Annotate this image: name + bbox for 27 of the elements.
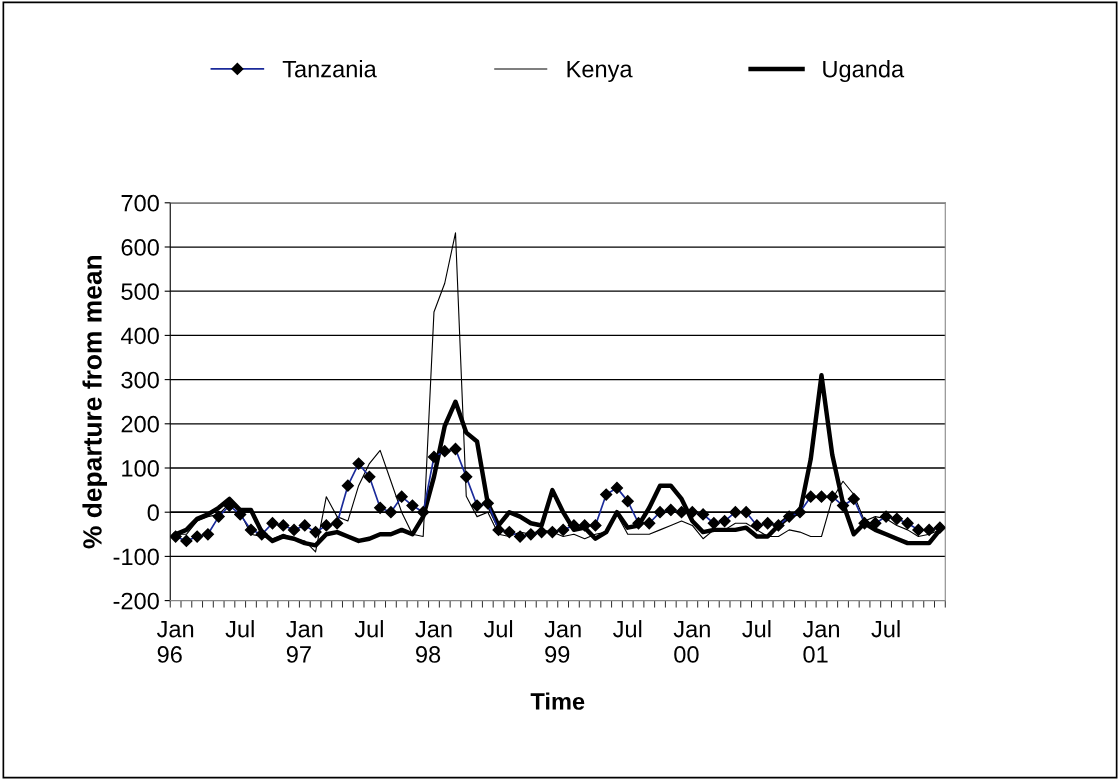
y-tick-label: 300	[121, 371, 159, 389]
x-tick-label: Jan 00	[673, 620, 710, 663]
y-tick-label: 400	[120, 327, 159, 345]
x-tick-label: Jul	[871, 620, 900, 638]
y-tick-label: 100	[122, 460, 159, 477]
y-tick-label: 0	[147, 504, 159, 521]
x-tick-label: Jul	[483, 620, 513, 638]
x-tick-label: Jul	[742, 620, 771, 638]
legend-label: Uganda	[823, 60, 905, 83]
x-tick-label: Jan 97	[286, 620, 323, 663]
x-tick-label: Jan 01	[802, 620, 839, 663]
y-tick-label: 200	[121, 415, 159, 433]
y-tick-label: 600	[121, 239, 159, 256]
x-tick-label: Jul	[225, 620, 254, 638]
x-tick-label: Jan 98	[415, 620, 452, 663]
x-tick-label: Jan 99	[544, 620, 581, 663]
x-axis-title: Time	[530, 692, 585, 710]
legend-label: Tanzania	[282, 60, 377, 78]
x-tick-label: Jul	[613, 620, 642, 638]
x-tick-label: Jan 96	[156, 620, 194, 663]
y-tick-label: -100	[113, 548, 159, 566]
legend-label: Kenya	[567, 60, 633, 83]
y-tick-label: 500	[121, 283, 159, 300]
y-tick-label: -200	[113, 592, 159, 610]
x-tick-label: Jul	[354, 620, 383, 638]
y-axis-title: % departure from mean	[82, 255, 108, 549]
y-tick-label: 700	[121, 194, 159, 212]
